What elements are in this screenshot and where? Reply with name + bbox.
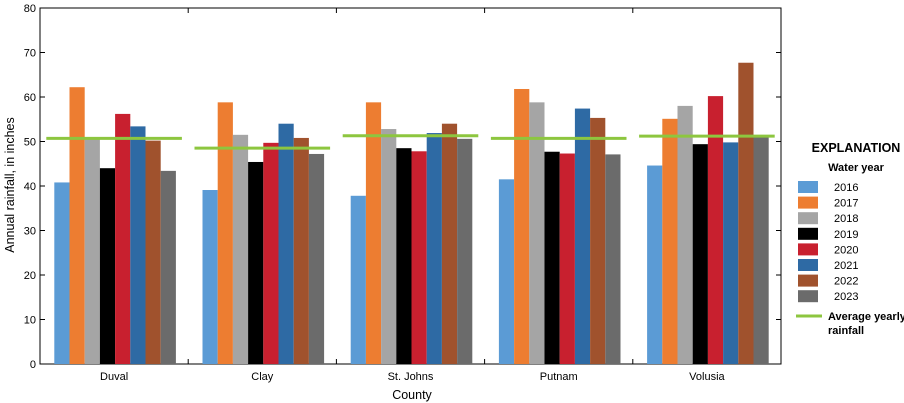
legend-average-label-2: rainfall	[828, 325, 864, 337]
x-tick-label: Clay	[251, 371, 274, 383]
bar-2017-putnam	[514, 88, 530, 365]
bar-2018-st-johns	[381, 129, 397, 364]
bar-2019-duval	[99, 168, 116, 364]
x-axis-title: County	[392, 388, 432, 402]
legend-label-2018: 2018	[834, 213, 858, 225]
bar-2022-duval	[145, 140, 161, 364]
bar-2019-putnam	[544, 151, 560, 364]
bar-2018-putnam	[529, 102, 545, 364]
bar-2017-clay	[217, 102, 233, 364]
bar-2020-volusia	[707, 96, 724, 365]
bar-2017-duval	[69, 87, 85, 365]
bar-2016-duval	[54, 182, 70, 364]
bar-2020-putnam	[559, 153, 575, 364]
legend-swatch-2021	[798, 259, 818, 271]
y-tick-label: 20	[24, 270, 36, 282]
bar-2018-duval	[84, 138, 100, 364]
y-tick-label: 70	[24, 48, 36, 60]
bar-2018-volusia	[677, 105, 693, 365]
bar-2017-volusia	[662, 118, 678, 365]
bar-2021-st-johns	[426, 133, 442, 364]
legend-label-2016: 2016	[834, 182, 858, 194]
bar-2017-st-johns	[365, 102, 382, 364]
x-tick-label: St. Johns	[388, 371, 434, 383]
plot-area: 0 10 20 30 40 50 60 70 80 Duval Clay St. Johns Putna…	[24, 3, 782, 383]
y-tick-label: 80	[24, 3, 36, 15]
bar-2018-clay	[232, 134, 249, 364]
y-axis-title: Annual rainfall, in inches	[3, 117, 17, 253]
y-tick-label: 10	[24, 315, 36, 327]
x-tick-label: Volusia	[689, 371, 725, 383]
legend-swatch-2018	[798, 212, 818, 225]
legend-subtitle: Water year	[828, 162, 885, 174]
legend-label-2020: 2020	[834, 244, 858, 256]
bar-2020-duval	[115, 113, 131, 364]
x-tick-label: Duval	[100, 371, 128, 383]
bar-2020-st-johns	[411, 151, 427, 364]
bar-2020-clay	[263, 142, 279, 364]
y-tick-label: 50	[24, 137, 36, 149]
bar-2023-duval	[160, 170, 176, 364]
legend-swatch-2022	[798, 274, 818, 287]
legend-label-2021: 2021	[834, 260, 858, 272]
legend-swatch-2020	[798, 243, 818, 256]
legend-swatch-2019	[798, 227, 818, 240]
legend-swatch-2023	[798, 290, 818, 303]
y-tick-label: 40	[24, 181, 36, 193]
legend-average-label: Average yearly	[828, 311, 904, 323]
legend-title: EXPLANATION	[812, 141, 901, 155]
bar-2016-volusia	[647, 165, 663, 364]
bar-2021-clay	[278, 123, 294, 364]
legend-label-2023: 2023	[834, 291, 858, 303]
y-tick-label: 30	[24, 226, 36, 238]
bar-2023-putnam	[605, 154, 621, 364]
bar-2021-putnam	[574, 108, 591, 364]
bar-2016-putnam	[498, 179, 515, 364]
bar-2022-st-johns	[441, 123, 458, 364]
bar-2023-st-johns	[457, 138, 473, 364]
x-tick-label: Putnam	[540, 371, 578, 383]
legend: EXPLANATION Water year 2016 2017 2018 2019 202…	[796, 141, 904, 337]
bar-2022-putnam	[590, 117, 606, 364]
bar-2019-clay	[248, 161, 264, 364]
y-tick-label: 60	[24, 92, 36, 104]
bar-2023-clay	[308, 153, 325, 364]
legend-label-2017: 2017	[834, 198, 858, 210]
bar-2023-volusia	[753, 135, 769, 364]
legend-swatch-2017	[798, 196, 818, 209]
bar-2016-st-johns	[350, 195, 366, 364]
legend-label-2022: 2022	[834, 276, 858, 288]
bar-2016-clay	[202, 190, 218, 364]
legend-swatch-2016	[798, 181, 818, 193]
y-tick-label: 0	[30, 359, 36, 371]
bar-2019-st-johns	[396, 148, 412, 364]
bar-2021-duval	[130, 126, 146, 365]
legend-label-2019: 2019	[834, 229, 858, 241]
bar-2022-clay	[293, 137, 309, 364]
bar-2019-volusia	[692, 144, 708, 364]
bar-2021-volusia	[723, 142, 739, 364]
bar-2022-volusia	[738, 62, 754, 365]
